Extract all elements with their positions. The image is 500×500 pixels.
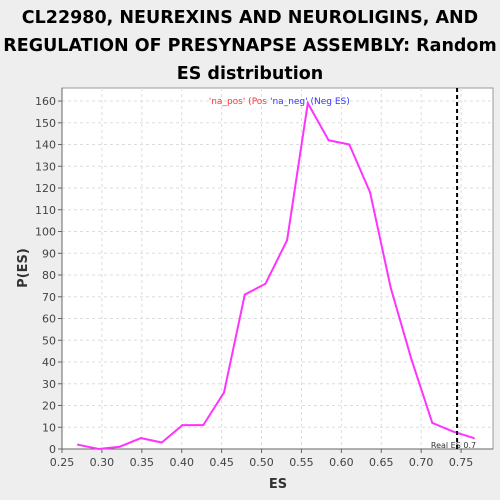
y-tick-label: 60	[42, 313, 56, 326]
y-tick-label: 10	[42, 421, 56, 434]
data-point	[431, 421, 434, 424]
y-axis-label: P(ES)	[16, 248, 31, 288]
y-tick-label: 70	[42, 291, 56, 304]
data-point	[348, 143, 351, 146]
y-tick-label: 20	[42, 400, 56, 413]
data-point	[452, 430, 455, 433]
data-point	[97, 448, 100, 450]
data-point	[140, 437, 143, 440]
data-point	[202, 424, 205, 427]
data-point	[286, 239, 289, 242]
x-tick-label: 0.65	[369, 456, 394, 469]
title-line-1: CL22980, NEUREXINS AND NEUROLIGINS, AND	[22, 8, 478, 28]
x-tick-label: 0.25	[50, 456, 75, 469]
reference-line-group: Real ES 0.7	[431, 88, 476, 450]
data-point	[472, 437, 475, 440]
y-tick-label: 50	[42, 334, 56, 347]
data-point	[264, 282, 267, 285]
data-point	[369, 191, 372, 194]
x-tick-label: 0.75	[449, 456, 474, 469]
x-tick-label: 0.35	[130, 456, 155, 469]
y-tick-label: 140	[35, 139, 56, 152]
y-tick-label: 0	[49, 443, 56, 456]
y-tick-label: 160	[35, 95, 56, 108]
data-point	[118, 445, 121, 448]
plot-area	[61, 87, 494, 450]
y-tick-label: 110	[35, 204, 56, 217]
chart-title: CL22980, NEUREXINS AND NEUROLIGINS, AND …	[3, 8, 496, 84]
x-tick-label: 0.50	[249, 456, 274, 469]
x-tick-label: 0.60	[329, 456, 354, 469]
data-point	[410, 358, 413, 361]
data-point	[306, 102, 309, 105]
data-point	[389, 287, 392, 290]
legend-entry-neg: 'na_neg' (Neg ES)	[270, 97, 350, 107]
data-point	[76, 443, 79, 446]
data-point	[181, 424, 184, 427]
data-point	[243, 293, 246, 296]
series-layer	[76, 100, 475, 451]
y-tick-label: 100	[35, 226, 56, 239]
legend-entry-pos: 'na_pos' (Pos	[209, 97, 268, 107]
y-tick-label: 40	[42, 356, 56, 369]
real-es-label: Real ES 0.7	[431, 441, 476, 450]
y-tick-label: 150	[35, 117, 56, 130]
y-tick-label: 90	[42, 247, 56, 260]
x-tick-label: 0.40	[169, 456, 194, 469]
axes: 0 10 20 30 40 50 60 70 80 90 100 110 120 130 140 150 160…	[35, 88, 493, 469]
data-point	[223, 391, 226, 394]
title-line-3: ES distribution	[177, 64, 323, 84]
x-tick-label: 0.45	[209, 456, 234, 469]
x-tick-label: 0.55	[289, 456, 314, 469]
legend: 'na_pos' (Pos 'na_neg' (Neg ES)	[209, 97, 350, 107]
y-tick-label: 30	[42, 378, 56, 391]
data-point	[160, 441, 163, 444]
y-tick-label: 120	[35, 182, 56, 195]
title-line-2: REGULATION OF PRESYNAPSE ASSEMBLY: Rando…	[3, 36, 496, 56]
y-tick-label: 80	[42, 269, 56, 282]
series-line	[77, 100, 475, 451]
y-tick-label: 130	[35, 160, 56, 173]
x-axis-label: ES	[269, 477, 287, 492]
x-tick-label: 0.30	[90, 456, 115, 469]
x-tick-label: 0.70	[409, 456, 434, 469]
data-point	[327, 139, 330, 142]
